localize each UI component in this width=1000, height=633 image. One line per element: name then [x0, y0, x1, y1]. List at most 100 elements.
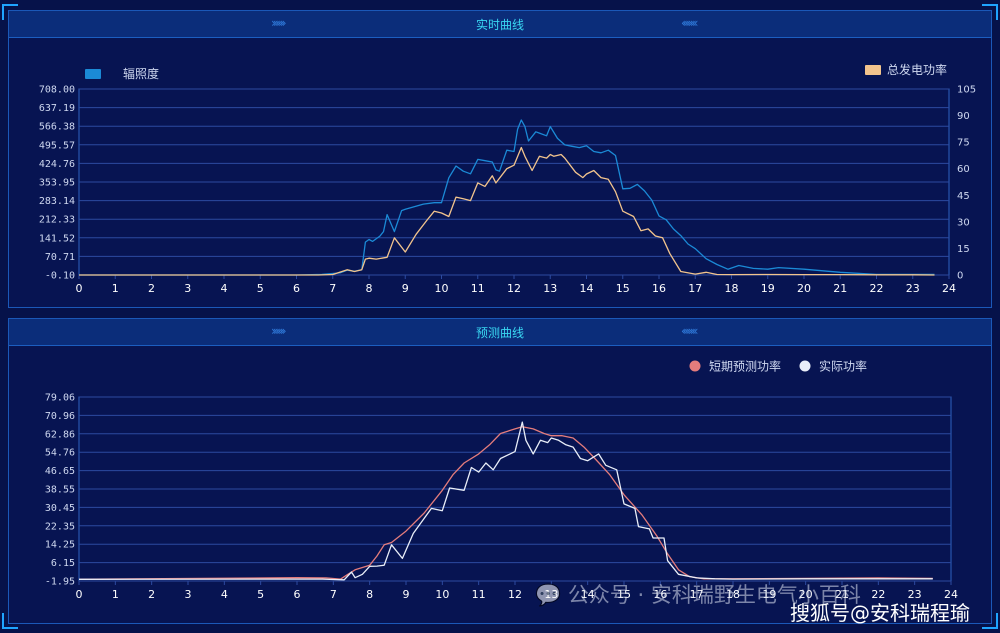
legend-swatch — [865, 65, 881, 75]
x-tick-label: 5 — [257, 282, 264, 295]
x-tick-label: 6 — [293, 282, 300, 295]
y-right-tick-label: 75 — [957, 138, 970, 149]
y-tick-label: 424.76 — [39, 159, 75, 170]
x-tick-label: 14 — [580, 282, 594, 295]
legend-label: 实际功率 — [819, 359, 867, 374]
x-tick-label: 6 — [294, 588, 301, 601]
y-tick-label: 79.06 — [45, 393, 75, 404]
watermark-right: 搜狐号@安科瑞程瑜 — [790, 601, 970, 625]
x-tick-label: 9 — [402, 282, 409, 295]
x-tick-label: 20 — [797, 282, 811, 295]
x-tick-label: 2 — [148, 282, 155, 295]
y-right-tick-label: 15 — [957, 244, 970, 255]
legend-marker — [689, 360, 701, 372]
x-tick-label: 17 — [688, 282, 702, 295]
x-tick-label: 10 — [435, 588, 449, 601]
y-tick-label: 212.33 — [39, 215, 75, 226]
y-tick-label: 495.57 — [39, 140, 75, 151]
x-tick-label: 24 — [942, 282, 956, 295]
x-tick-label: 3 — [184, 282, 191, 295]
y-tick-label: -1.95 — [45, 577, 75, 588]
x-tick-label: 18 — [726, 588, 740, 601]
y-right-tick-label: 30 — [957, 217, 970, 228]
x-tick-label: 15 — [616, 282, 630, 295]
y-tick-label: 6.15 — [51, 558, 75, 569]
frame-corner — [982, 4, 998, 20]
x-tick-label: 23 — [906, 282, 920, 295]
x-tick-label: 1 — [112, 282, 119, 295]
y-tick-label: 353.95 — [39, 178, 75, 189]
x-tick-label: 9 — [403, 588, 410, 601]
legend-label: 短期预测功率 — [709, 359, 781, 374]
realtime-chart: -0.10 70.71 141.52 212.33 283.14 353.95 424.76… — [39, 62, 976, 295]
x-tick-label: 22 — [870, 282, 884, 295]
x-tick-label: 4 — [221, 282, 228, 295]
y-tick-label: 70.71 — [45, 252, 75, 263]
x-tick-label: 22 — [871, 588, 885, 601]
realtime-panel-title: 实时曲线 — [475, 18, 524, 32]
y-tick-label: 637.19 — [39, 103, 75, 114]
y-right-tick-label: 60 — [957, 164, 970, 175]
x-tick-label: 17 — [690, 588, 704, 601]
chevron-right-icon: ››››››› — [271, 16, 287, 30]
x-tick-label: 4 — [221, 588, 228, 601]
y-tick-label: 566.38 — [39, 122, 75, 133]
y-tick-label: 141.52 — [39, 233, 75, 244]
forecast-panel-header: ››››››› 预测曲线 ‹‹‹‹‹‹‹‹ — [9, 319, 991, 346]
y-tick-label: 54.76 — [45, 448, 75, 459]
forecast-chart: -1.95 6.15 14.25 22.35 30.45 38.55 46.65 54.76 6… — [45, 359, 958, 602]
wechat-icon: 💬 — [535, 583, 562, 607]
realtime-panel: ››››››› 实时曲线 ‹‹‹‹‹‹‹‹ -0.10 70.71 141.52 21… — [8, 10, 992, 308]
x-tick-label: 7 — [330, 588, 337, 601]
x-tick-label: 11 — [472, 588, 486, 601]
chevron-right-icon: ››››››› — [271, 324, 287, 338]
y-right-tick-label: 105 — [957, 85, 976, 96]
x-tick-label: 1 — [112, 588, 119, 601]
x-tick-label: 10 — [435, 282, 449, 295]
y-tick-label: 70.96 — [45, 411, 75, 422]
x-tick-label: 11 — [471, 282, 485, 295]
frame-corner — [2, 613, 18, 629]
chevron-left-icon: ‹‹‹‹‹‹‹‹ — [681, 16, 698, 30]
x-tick-label: 8 — [366, 588, 373, 601]
frame-corner — [2, 4, 18, 20]
y-tick-label: 46.65 — [45, 466, 75, 477]
x-tick-label: 14 — [581, 588, 595, 601]
x-tick-label: 19 — [761, 282, 775, 295]
x-tick-label: 16 — [653, 588, 667, 601]
x-tick-label: 12 — [508, 588, 522, 601]
y-right-tick-label: 0 — [957, 271, 963, 282]
watermark-left-text: 公众号 · 安科瑞野生电气小百科 — [567, 583, 861, 607]
chevron-left-icon: ‹‹‹‹‹‹‹‹ — [681, 324, 698, 338]
x-tick-label: 18 — [725, 282, 739, 295]
legend-swatch — [85, 69, 101, 79]
y-tick-label: 283.14 — [39, 196, 75, 207]
x-tick-label: 20 — [799, 588, 813, 601]
y-right-tick-label: 90 — [957, 111, 970, 122]
x-tick-label: 3 — [185, 588, 192, 601]
frame-corner — [982, 613, 998, 629]
x-tick-label: 19 — [762, 588, 776, 601]
y-tick-label: 30.45 — [45, 503, 75, 514]
forecast-panel: ››››››› 预测曲线 ‹‹‹‹‹‹‹‹ -1.95 6.15 14.25 22.3… — [8, 318, 992, 624]
legend-label: 总发电功率 — [887, 62, 947, 77]
series-line-实际功率 — [78, 421, 933, 581]
x-tick-label: 13 — [544, 588, 558, 601]
y-tick-label: 22.35 — [45, 521, 75, 532]
x-tick-label: 7 — [329, 282, 336, 295]
series-line-短期预测功率 — [78, 426, 933, 580]
x-tick-label: 21 — [835, 588, 849, 601]
x-tick-label: 21 — [833, 282, 847, 295]
x-tick-label: 15 — [617, 588, 631, 601]
x-tick-label: 0 — [76, 282, 83, 295]
x-tick-label: 0 — [76, 588, 83, 601]
watermark-left: 💬 公众号 · 安科瑞野生电气小百科 — [535, 579, 861, 609]
y-tick-label: 708.00 — [39, 85, 75, 96]
x-tick-label: 8 — [366, 282, 373, 295]
legend-marker — [799, 360, 811, 372]
x-tick-label: 16 — [652, 282, 666, 295]
y-tick-label: 14.25 — [45, 540, 75, 551]
x-tick-label: 12 — [507, 282, 521, 295]
x-tick-label: 23 — [908, 588, 922, 601]
x-tick-label: 24 — [944, 588, 958, 601]
